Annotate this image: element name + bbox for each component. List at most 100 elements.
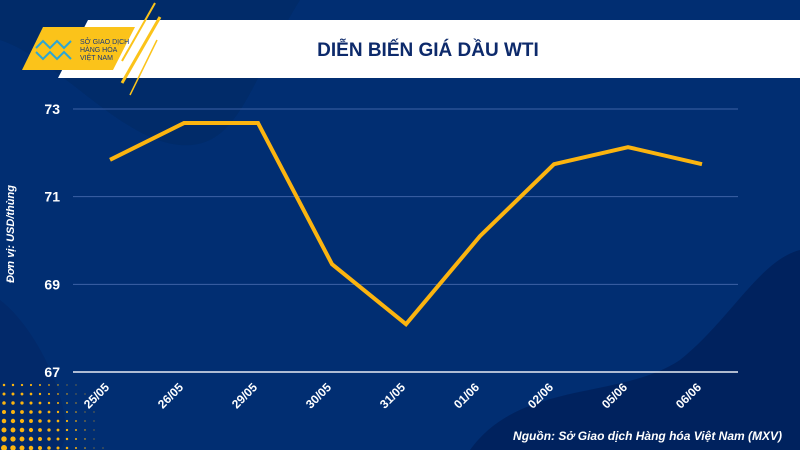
decor-dot bbox=[29, 383, 33, 387]
decor-dot bbox=[56, 401, 60, 405]
decor-dot bbox=[1, 436, 7, 442]
decor-dot bbox=[93, 411, 95, 413]
decor-dot bbox=[38, 410, 42, 414]
decor-dot bbox=[65, 419, 69, 423]
decor-dot bbox=[75, 420, 77, 422]
decor-dot bbox=[56, 428, 60, 432]
decor-dot bbox=[29, 410, 33, 414]
decor-dot bbox=[11, 383, 15, 387]
decor-dot bbox=[29, 401, 33, 405]
chart-title: DIỄN BIẾN GIÁ DẦU WTI bbox=[317, 39, 539, 61]
series-line-wti bbox=[109, 121, 703, 328]
decor-dot bbox=[11, 401, 15, 405]
decor-dot bbox=[65, 437, 69, 441]
decor-dot bbox=[65, 446, 69, 450]
decor-dot bbox=[84, 447, 86, 449]
decor-dot bbox=[66, 411, 68, 413]
decor-dot bbox=[84, 429, 86, 431]
decor-dot bbox=[47, 419, 51, 423]
decor-dot bbox=[47, 401, 51, 405]
decor-dot bbox=[29, 392, 33, 396]
decor-dot bbox=[19, 427, 25, 433]
decor-dot bbox=[2, 410, 6, 414]
decor-dot bbox=[47, 428, 51, 432]
decor-dot bbox=[38, 419, 42, 423]
decor-dot bbox=[84, 393, 86, 395]
decor-dot bbox=[28, 445, 34, 450]
y-tick-label: 69 bbox=[44, 276, 60, 292]
decor-dot bbox=[28, 436, 34, 442]
x-tick-label: 30/05 bbox=[303, 380, 334, 411]
decor-dot bbox=[19, 436, 25, 442]
decor-dot bbox=[93, 420, 95, 422]
decor-dot bbox=[19, 418, 25, 424]
logo-line-1: SỞ GIAO DỊCH bbox=[80, 37, 129, 46]
decor-dot bbox=[11, 410, 15, 414]
decor-dot bbox=[20, 401, 24, 405]
decor-dot bbox=[57, 384, 59, 386]
y-tick-label: 71 bbox=[44, 189, 60, 205]
decor-dot bbox=[19, 445, 25, 450]
decor-dot bbox=[39, 384, 41, 386]
decor-dot bbox=[102, 447, 104, 449]
decor-dot bbox=[47, 410, 51, 414]
decor-dot bbox=[75, 429, 77, 431]
title-banner: SỞ GIAO DỊCH HÀNG HÓA VIỆT NAM DIỄN BIẾN… bbox=[22, 2, 800, 96]
decor-dot bbox=[10, 445, 16, 450]
decor-dot bbox=[20, 383, 24, 387]
logo-icon bbox=[35, 39, 72, 61]
decor-dot bbox=[57, 393, 59, 395]
decor-dot bbox=[75, 438, 77, 440]
decor-dot bbox=[2, 392, 6, 396]
decor-dot bbox=[38, 392, 42, 396]
decor-dot bbox=[66, 402, 68, 404]
decor-dot bbox=[75, 393, 77, 395]
decor-dot bbox=[38, 437, 42, 441]
decor-dot bbox=[47, 437, 51, 441]
decor-dot bbox=[84, 411, 86, 413]
logo-line-2: HÀNG HÓA bbox=[80, 45, 118, 54]
x-tick-label: 29/05 bbox=[229, 380, 260, 411]
decor-dot bbox=[28, 427, 34, 433]
decor-dot bbox=[56, 446, 60, 450]
logo-line-3: VIỆT NAM bbox=[80, 53, 113, 62]
decor-dot bbox=[29, 419, 33, 423]
decor-dot bbox=[66, 384, 68, 386]
decor-dot bbox=[75, 402, 77, 404]
decor-dot bbox=[47, 392, 51, 396]
logo-badge bbox=[22, 27, 135, 70]
y-axis-label: Đơn vị: USD/thùng bbox=[5, 185, 17, 283]
decor-dot bbox=[56, 410, 60, 414]
decor-dot bbox=[10, 427, 16, 433]
decor-dot bbox=[65, 428, 69, 432]
decor-dot bbox=[1, 418, 7, 424]
decor-dot bbox=[56, 437, 60, 441]
x-tick-label: 26/05 bbox=[155, 380, 186, 411]
x-tick-label: 01/06 bbox=[451, 380, 482, 411]
decor-dot bbox=[84, 438, 86, 440]
decor-dot bbox=[38, 401, 42, 405]
decor-dot bbox=[11, 392, 15, 396]
x-tick-label: 25/05 bbox=[81, 380, 112, 411]
y-tick-label: 73 bbox=[44, 101, 60, 117]
decor-dot bbox=[93, 447, 95, 449]
decor-dot bbox=[10, 436, 16, 442]
decor-dot bbox=[10, 418, 16, 424]
decor-dot bbox=[84, 420, 86, 422]
decor-dot bbox=[56, 419, 60, 423]
decor-dot bbox=[20, 410, 24, 414]
decor-dot bbox=[1, 445, 7, 450]
y-tick-label: 67 bbox=[44, 364, 60, 380]
decor-dot bbox=[38, 428, 42, 432]
decor-dot bbox=[2, 401, 6, 405]
x-tick-label: 31/05 bbox=[377, 380, 408, 411]
decor-dot bbox=[2, 383, 6, 387]
decor-dot bbox=[75, 384, 77, 386]
decor-dot bbox=[66, 393, 68, 395]
decor-dot bbox=[20, 392, 24, 396]
decor-dot bbox=[75, 447, 77, 449]
decor-dot bbox=[1, 427, 7, 433]
decor-dot bbox=[84, 402, 86, 404]
decor-dot bbox=[38, 446, 42, 450]
